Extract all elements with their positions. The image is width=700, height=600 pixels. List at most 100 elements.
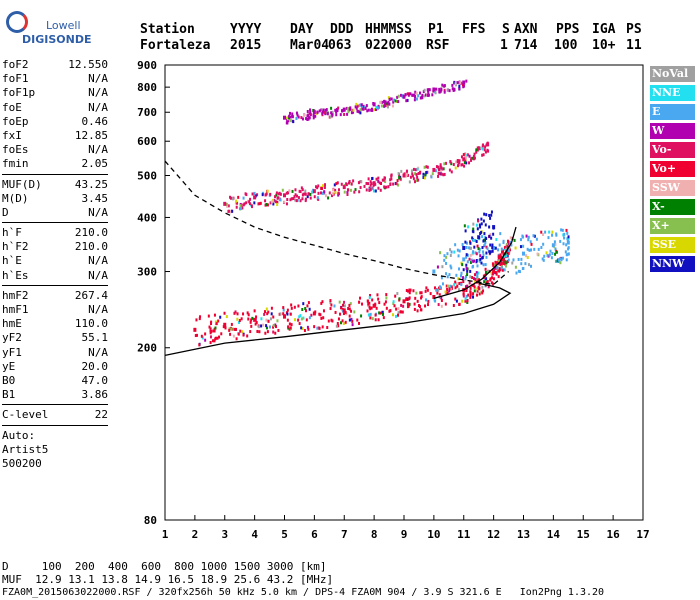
echo-point xyxy=(257,202,260,206)
echo-point xyxy=(448,168,451,172)
echo-point xyxy=(361,302,364,306)
echo-point xyxy=(249,197,252,201)
echo-point xyxy=(427,92,430,96)
echo-point xyxy=(498,269,501,273)
echo-point xyxy=(312,113,315,117)
trace-point xyxy=(283,314,286,319)
echo-point xyxy=(472,222,475,226)
echo-point xyxy=(473,259,476,263)
echo-point xyxy=(274,323,277,327)
echo-point xyxy=(435,288,438,292)
echo-point xyxy=(455,282,458,286)
echo-point xyxy=(346,107,349,111)
echo-point xyxy=(361,107,364,111)
echo-point xyxy=(317,197,320,201)
echo-point xyxy=(464,299,467,303)
echo-point xyxy=(484,223,487,227)
logo-ring-icon xyxy=(6,11,28,33)
echo-point xyxy=(199,315,202,319)
echo-point xyxy=(233,311,236,315)
echo-point xyxy=(324,194,327,198)
echo-point xyxy=(259,201,262,205)
echo-point xyxy=(333,304,336,308)
echo-point xyxy=(458,249,461,253)
echo-point xyxy=(300,186,303,190)
echo-point xyxy=(430,175,433,179)
echo-point xyxy=(440,172,443,176)
echo-point xyxy=(421,93,424,97)
echo-point xyxy=(436,291,439,295)
echo-point xyxy=(465,263,468,267)
echo-point xyxy=(395,182,398,186)
param-row: hmF1 N/A xyxy=(2,303,108,317)
x-tick-label: 11 xyxy=(457,528,471,541)
echo-point xyxy=(522,244,525,248)
echo-point xyxy=(493,267,496,271)
echo-point xyxy=(270,306,273,310)
param-value: 0.46 xyxy=(81,114,109,128)
echo-point xyxy=(559,261,562,265)
echo-point xyxy=(400,303,403,307)
echo-point xyxy=(355,102,358,106)
echo-point xyxy=(479,254,482,258)
echo-point xyxy=(476,264,479,268)
echo-point xyxy=(287,117,290,121)
echo-point xyxy=(563,232,566,236)
echo-point xyxy=(391,104,394,108)
echo-point xyxy=(239,329,242,333)
echo-point xyxy=(307,192,310,196)
echo-point xyxy=(406,302,409,306)
echo-point xyxy=(342,321,345,325)
echo-point xyxy=(303,328,306,332)
echo-point xyxy=(368,305,371,309)
echo-point xyxy=(306,117,309,121)
echo-point xyxy=(350,317,353,321)
echo-point xyxy=(322,184,325,188)
echo-point xyxy=(297,304,300,308)
param-name: M(D) xyxy=(2,191,29,205)
echo-point xyxy=(469,253,472,257)
echo-point xyxy=(331,110,334,114)
echo-point xyxy=(441,83,444,87)
echo-point xyxy=(490,281,493,285)
echo-point xyxy=(542,258,545,262)
echo-point xyxy=(468,161,471,165)
echo-point xyxy=(543,254,546,258)
echo-point xyxy=(452,304,455,308)
trace-point xyxy=(501,257,505,262)
echo-point xyxy=(472,295,475,299)
echo-point xyxy=(258,202,261,206)
param-value: 210.0 xyxy=(74,240,108,254)
plot-frame xyxy=(164,64,644,521)
header-label-ps: PS xyxy=(626,22,642,37)
echo-point xyxy=(465,289,468,293)
echo-point xyxy=(561,256,564,260)
echo-point xyxy=(304,189,307,193)
echo-point xyxy=(455,299,458,303)
echo-point xyxy=(478,250,481,254)
echo-point xyxy=(246,311,249,315)
echo-point xyxy=(294,193,297,197)
echo-point xyxy=(392,300,395,304)
echo-point xyxy=(554,259,557,263)
echo-point xyxy=(225,315,228,319)
echo-point xyxy=(466,300,469,304)
echo-point xyxy=(406,98,409,102)
echo-point xyxy=(383,99,386,103)
echo-point xyxy=(401,310,404,314)
echo-point xyxy=(473,289,476,293)
echo-point xyxy=(476,244,479,248)
echo-point xyxy=(309,192,312,196)
autoscaling-line3: 500200 xyxy=(2,456,42,470)
echo-point xyxy=(295,117,298,121)
echo-point xyxy=(265,202,268,206)
param-name: h`F xyxy=(2,226,22,240)
param-row: foEs N/A xyxy=(2,143,108,157)
echo-point xyxy=(337,191,340,195)
echo-point xyxy=(372,183,375,187)
echo-point xyxy=(258,325,261,329)
echo-point xyxy=(348,307,351,311)
curve-profile-dashed xyxy=(164,160,510,286)
echo-point xyxy=(312,116,315,120)
echo-point xyxy=(223,311,226,315)
